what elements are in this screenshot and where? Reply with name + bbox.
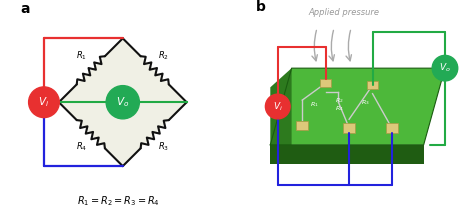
Circle shape [432,55,458,81]
Text: $R_1$: $R_1$ [310,101,319,109]
Text: $V_i$: $V_i$ [38,95,49,109]
Text: $R_1$: $R_1$ [76,50,87,62]
Bar [367,81,378,89]
Text: $V_i$: $V_i$ [273,100,283,113]
Text: a: a [20,2,30,16]
Bar [296,121,308,130]
Polygon shape [59,38,187,166]
Text: $R_4$: $R_4$ [335,104,344,113]
Text: $R_4$: $R_4$ [76,140,87,153]
Polygon shape [270,68,445,145]
Text: b: b [255,0,265,14]
Text: $V_o$: $V_o$ [116,95,129,109]
Circle shape [265,94,290,119]
Text: Applied pressure: Applied pressure [309,8,380,17]
Polygon shape [270,145,424,164]
Text: $R_1 = R_2 = R_3 = R_4$: $R_1 = R_2 = R_3 = R_4$ [77,194,160,208]
Circle shape [106,86,139,119]
Bar [343,123,355,132]
Text: $V_o$: $V_o$ [439,62,451,74]
Text: $R_3$: $R_3$ [361,98,370,107]
Bar [386,123,398,132]
Text: $R_2$: $R_2$ [158,50,169,62]
Text: $R_2$: $R_2$ [335,96,344,105]
Polygon shape [270,68,292,164]
Text: $R_3$: $R_3$ [158,140,169,153]
Bar [320,79,331,87]
Circle shape [28,87,59,118]
